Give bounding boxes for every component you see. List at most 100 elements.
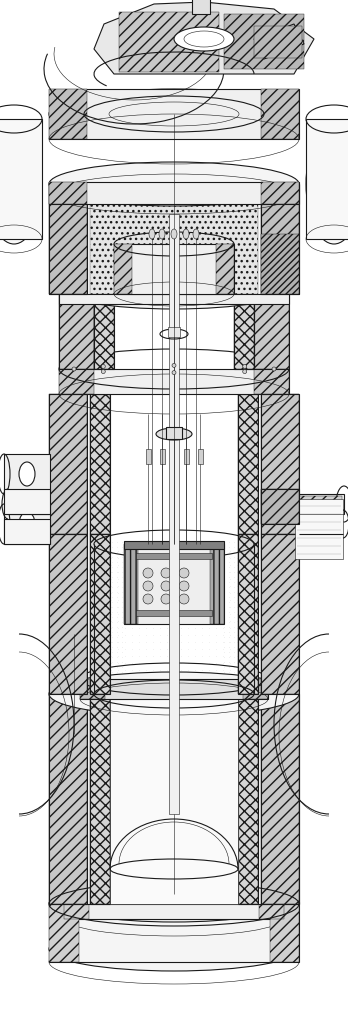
Point [119, 544, 125, 560]
Bar [145, 449, 150, 464]
Point [206, 655, 212, 671]
Point [227, 542, 233, 559]
Point [221, 613, 227, 630]
Point [114, 554, 120, 570]
Point [206, 564, 212, 580]
Bar [49, 694, 299, 904]
Point [178, 571, 184, 587]
Point [119, 619, 125, 635]
Point [171, 676, 177, 693]
Point [178, 612, 184, 629]
Point [157, 557, 163, 573]
Bar [90, 694, 110, 904]
Point [248, 599, 254, 615]
Point [119, 644, 125, 660]
Point [122, 612, 128, 629]
Point [178, 557, 184, 573]
Point [122, 542, 128, 559]
Point [94, 599, 100, 615]
Point [108, 571, 114, 587]
Point [122, 641, 128, 657]
Point [136, 585, 142, 601]
Point [143, 634, 149, 650]
Point [213, 627, 219, 643]
Point [241, 599, 247, 615]
Point [248, 592, 254, 608]
Point [241, 606, 247, 623]
Point [213, 662, 219, 678]
Point [129, 542, 135, 559]
Point [136, 662, 142, 678]
Point [221, 659, 227, 675]
Bar [261, 182, 299, 204]
Bar [136, 553, 212, 559]
Point [231, 554, 237, 570]
Point [241, 627, 247, 643]
Point [248, 634, 254, 650]
Point [206, 634, 212, 650]
Ellipse shape [49, 89, 299, 139]
Ellipse shape [49, 162, 299, 206]
Point [150, 578, 156, 594]
Point [136, 627, 142, 643]
Bar [261, 234, 299, 294]
Point [157, 564, 163, 580]
Point [157, 571, 163, 587]
Point [171, 612, 177, 629]
Point [129, 571, 135, 587]
Point [114, 589, 120, 605]
Point [136, 634, 142, 650]
Point [221, 599, 227, 615]
Point [221, 624, 227, 640]
Point [231, 594, 237, 610]
Point [226, 569, 232, 585]
Point [171, 542, 177, 559]
Bar [259, 889, 284, 919]
Point [119, 549, 125, 565]
Point [199, 676, 205, 693]
Point [192, 662, 198, 678]
Bar [49, 182, 299, 204]
Point [248, 578, 254, 594]
Ellipse shape [159, 229, 165, 239]
Point [109, 629, 115, 645]
Point [150, 557, 156, 573]
Point [143, 550, 149, 566]
Point [178, 550, 184, 566]
Point [114, 619, 120, 635]
Point [220, 641, 226, 657]
Point [150, 564, 156, 580]
Point [192, 557, 198, 573]
Bar [238, 534, 258, 694]
Point [178, 662, 184, 678]
Point [231, 669, 237, 685]
Point [248, 676, 254, 693]
Point [101, 606, 107, 623]
Point [157, 682, 163, 699]
Bar [49, 694, 87, 904]
Point [94, 550, 100, 566]
Point [101, 641, 107, 657]
Point [241, 620, 247, 636]
Point [178, 655, 184, 671]
Point [114, 564, 120, 580]
Point [114, 649, 120, 665]
Ellipse shape [143, 581, 153, 591]
Point [227, 676, 233, 693]
Point [164, 564, 170, 580]
Point [231, 619, 237, 635]
Bar [90, 184, 258, 294]
Point [226, 579, 232, 595]
Point [94, 571, 100, 587]
Point [213, 648, 219, 664]
Point [171, 571, 177, 587]
Point [241, 578, 247, 594]
Bar [90, 394, 110, 534]
Point [108, 634, 114, 650]
Point [206, 550, 212, 566]
Point [206, 641, 212, 657]
Point [178, 669, 184, 685]
Bar [49, 534, 87, 694]
Point [234, 620, 240, 636]
Point [171, 599, 177, 615]
